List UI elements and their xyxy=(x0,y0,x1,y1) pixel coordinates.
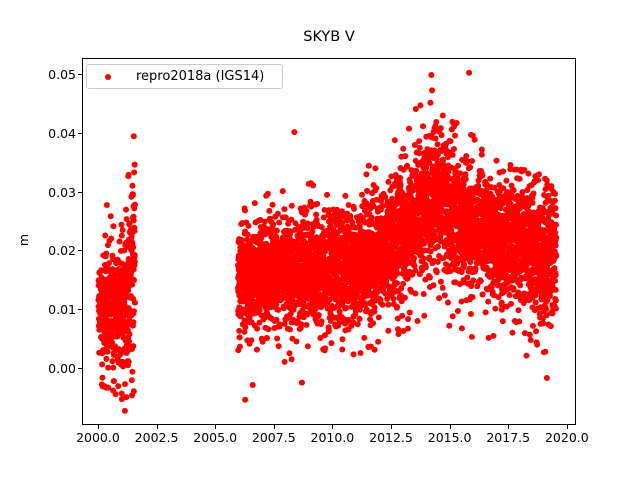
x-tick-mark xyxy=(156,425,158,429)
x-tick-label: 2007.5 xyxy=(251,430,296,445)
x-tick-mark xyxy=(215,425,217,429)
x-tick-label: 2020.0 xyxy=(544,430,589,445)
x-tick-label: 2012.5 xyxy=(369,430,413,445)
x-tick-label: 2005.0 xyxy=(193,430,238,445)
x-tick-mark xyxy=(508,425,510,429)
x-tick-mark xyxy=(449,425,451,429)
legend-entry-label: repro2018a (IGS14) xyxy=(136,69,265,84)
y-tick-label: 0.04 xyxy=(48,125,76,141)
y-tick-mark xyxy=(78,73,82,75)
y-tick-label: 0.02 xyxy=(48,243,76,259)
x-tick-label: 2017.5 xyxy=(486,430,531,445)
legend-marker-dot-icon xyxy=(105,73,111,80)
x-tick-label: 2010.0 xyxy=(310,430,355,445)
legend: repro2018a (IGS14) xyxy=(86,64,283,89)
x-tick-mark xyxy=(391,425,392,429)
y-tick-mark xyxy=(78,250,82,252)
y-tick-label: 0.01 xyxy=(48,302,76,318)
x-tick-mark xyxy=(332,425,334,429)
x-tick-label: 2015.0 xyxy=(427,430,472,445)
y-tick-mark xyxy=(78,132,82,134)
x-tick-label: 2002.5 xyxy=(134,430,179,445)
y-tick-mark xyxy=(78,191,82,193)
y-tick-label: 0.03 xyxy=(48,184,76,200)
scatter-canvas xyxy=(82,58,576,425)
x-tick-label: 2000.0 xyxy=(76,430,120,445)
y-tick-label: 0.00 xyxy=(48,360,76,376)
chart-title: SKYB V xyxy=(303,29,355,45)
x-tick-mark xyxy=(566,425,568,429)
x-tick-mark xyxy=(273,425,275,429)
y-tick-label: 0.05 xyxy=(48,66,76,82)
y-tick-mark xyxy=(78,309,82,311)
x-tick-mark xyxy=(97,425,99,429)
y-tick-mark xyxy=(78,367,82,369)
